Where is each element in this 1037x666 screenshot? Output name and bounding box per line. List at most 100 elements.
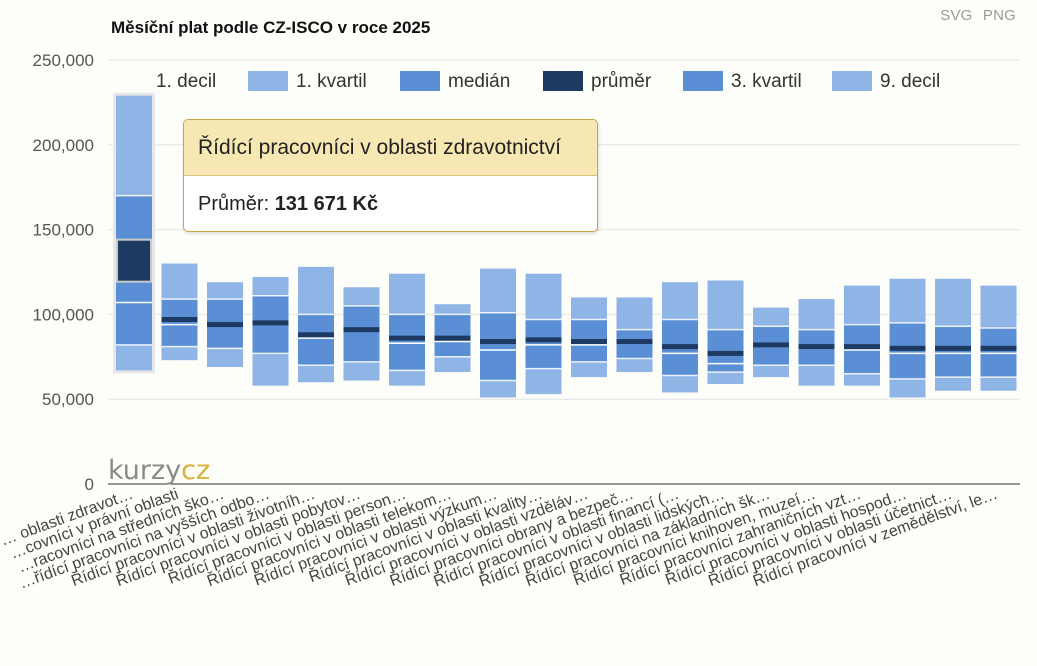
y-tick-label: 250,000 <box>33 51 94 70</box>
mean-marker <box>571 339 607 345</box>
bar-decile-lower <box>844 373 880 386</box>
legend-label: průměr <box>591 71 652 92</box>
bar-decile-lower <box>571 361 607 378</box>
mean-marker <box>207 322 243 328</box>
mean-marker <box>252 320 289 326</box>
mean-marker <box>707 350 744 356</box>
mean-marker <box>753 342 789 348</box>
bar-decile-lower <box>480 380 516 398</box>
bar-decile-lower <box>116 344 152 371</box>
mean-marker <box>525 337 562 343</box>
bar-decile-upper <box>753 307 789 327</box>
y-tick-label: 0 <box>85 475 94 494</box>
y-tick-label: 150,000 <box>33 221 94 240</box>
bars <box>113 92 1017 398</box>
bar-decile-upper <box>480 268 516 313</box>
mean-marker <box>389 335 425 341</box>
mean-marker <box>798 344 835 350</box>
bar-decile-lower <box>935 377 971 391</box>
tooltip-body: Průměr: 131 671 Kč <box>184 176 597 231</box>
bar-decile-upper <box>298 266 334 315</box>
bar-decile-upper <box>116 95 152 196</box>
legend-label: 9. decil <box>880 71 940 92</box>
legend-label: 3. kvartil <box>731 71 802 92</box>
export-links: SVG PNG <box>934 7 1016 24</box>
mean-marker <box>434 335 471 341</box>
legend-item[interactable]: 1. decil <box>156 71 216 92</box>
bar-quartile-box <box>707 329 744 373</box>
legend-label: 1. kvartil <box>296 71 367 92</box>
bar-decile-lower <box>980 377 1017 391</box>
legend-swatch <box>400 71 440 91</box>
logo-part-kurzy: kurzy <box>108 455 181 486</box>
bar-quartile-box <box>844 324 880 374</box>
bar-quartile-box <box>434 314 471 357</box>
bar-decile-upper <box>571 297 607 320</box>
bar-decile-upper <box>161 263 198 300</box>
bar-decile-upper <box>389 273 425 315</box>
bar-decile-upper <box>252 277 289 296</box>
tooltip-label: Průměr: <box>198 193 270 215</box>
bar-quartile-box <box>525 319 562 369</box>
bar-decile-upper <box>844 285 880 325</box>
bar-decile-lower <box>207 348 243 367</box>
y-tick-label: 100,000 <box>33 305 94 324</box>
legend[interactable]: 1. decil 1. kvartil medián průměr 3. kvartil… <box>156 71 940 92</box>
bar-decile-lower <box>662 375 698 393</box>
bar-quartile-box <box>935 326 971 378</box>
mean-marker-highlighted <box>116 238 152 283</box>
legend-label: 1. decil <box>156 71 216 92</box>
logo-part-cz: cz <box>181 455 210 486</box>
y-axis-ticks: 0 50,000 100,000 150,000 200,000 250,000 <box>33 51 94 494</box>
bar-decile-upper <box>525 273 562 320</box>
bar-quartile-box <box>389 314 425 371</box>
bar-decile-lower <box>889 378 926 398</box>
legend-item[interactable]: 3. kvartil <box>683 71 802 92</box>
chart-title: Měsíční plat podle CZ-ISCO v roce 2025 <box>111 18 430 37</box>
legend-swatch <box>543 71 583 91</box>
mean-marker <box>343 327 380 333</box>
bar-decile-lower <box>252 353 289 386</box>
legend-label: medián <box>448 71 510 92</box>
bar-decile-lower <box>798 365 835 386</box>
bar-decile-upper <box>798 299 835 330</box>
bar-decile-upper <box>889 278 926 323</box>
legend-swatch <box>683 71 723 91</box>
bar-decile-lower <box>753 365 789 378</box>
bar-decile-lower <box>707 372 744 384</box>
mean-marker <box>889 345 926 351</box>
bar-decile-upper <box>707 280 744 330</box>
legend-item[interactable]: 1. kvartil <box>248 71 367 92</box>
bar-decile-lower <box>343 361 380 381</box>
bar-quartile-box <box>980 327 1017 378</box>
kurzycz-logo: kurzycz <box>108 455 210 486</box>
export-svg-button[interactable]: SVG <box>940 7 973 24</box>
export-png-button[interactable]: PNG <box>982 7 1016 24</box>
bar-decile-lower <box>389 370 425 386</box>
bar-decile-lower <box>298 365 334 383</box>
bar-decile-lower <box>616 358 653 373</box>
tooltip-title: Řídící pracovníci v oblasti zdravotnictv… <box>184 120 597 176</box>
bar-quartile-box <box>161 299 198 347</box>
legend-swatch <box>248 71 288 91</box>
chart-tooltip: Řídící pracovníci v oblasti zdravotnictv… <box>183 119 598 232</box>
tooltip-value: 131 671 Kč <box>274 193 379 215</box>
mean-marker <box>662 344 698 350</box>
legend-item[interactable]: 9. decil <box>832 71 940 92</box>
mean-marker <box>161 316 198 322</box>
mean-marker <box>980 345 1017 351</box>
legend-item[interactable]: průměr <box>543 71 652 92</box>
bar-quartile-box <box>343 305 380 362</box>
y-tick-label: 50,000 <box>42 390 94 409</box>
bar-quartile-box <box>889 322 926 379</box>
bar-decile-upper <box>616 297 653 330</box>
bar-decile-upper <box>980 285 1017 328</box>
mean-marker <box>935 345 971 351</box>
legend-swatch <box>832 71 872 91</box>
bar-decile-lower <box>434 356 471 373</box>
bar-decile-upper <box>935 278 971 327</box>
legend-item[interactable]: medián <box>400 71 510 92</box>
bar-decile-upper <box>662 282 698 320</box>
bar-decile-lower <box>161 346 198 361</box>
